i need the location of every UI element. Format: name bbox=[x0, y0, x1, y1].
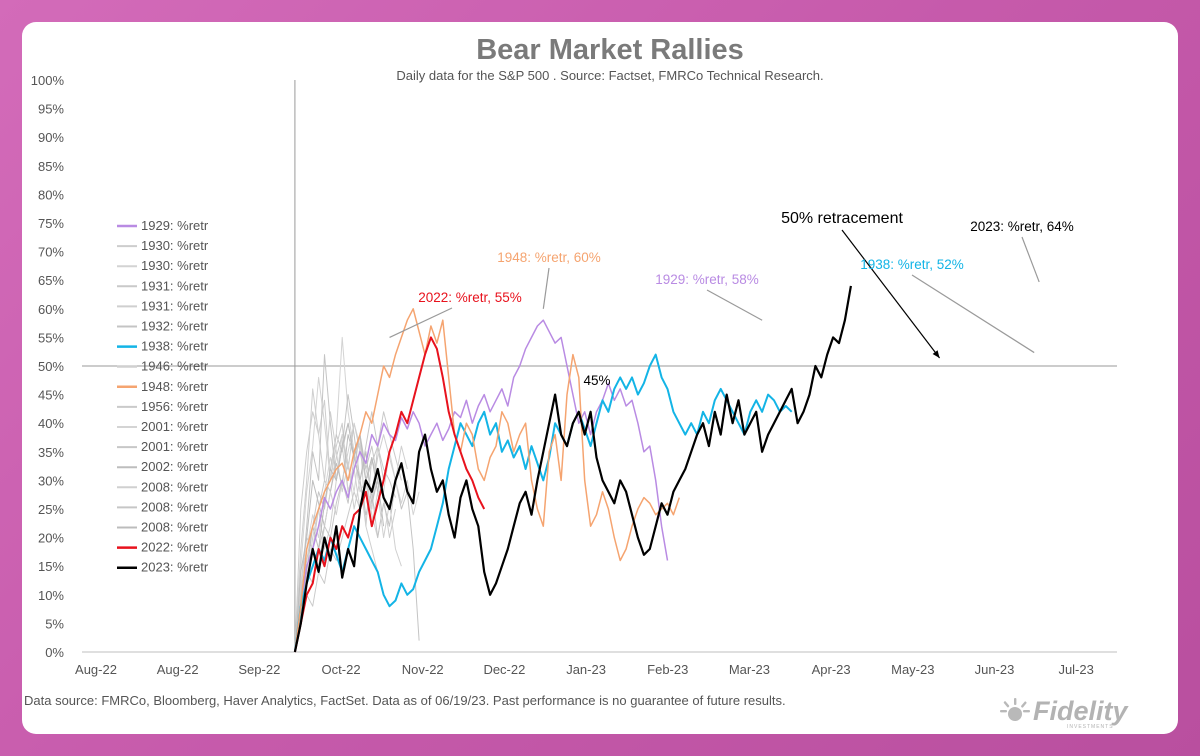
y-tick-label: 45% bbox=[38, 388, 64, 403]
series-line-7 bbox=[294, 445, 402, 653]
chart-canvas: Bear Market Rallies Daily data for the S… bbox=[24, 34, 1117, 708]
legend-label: 1929: %retr bbox=[141, 218, 209, 233]
annotation-2023-peak: 45% bbox=[583, 373, 610, 388]
y-tick-label: 10% bbox=[38, 588, 64, 603]
annotation-2022: 2022: %retr, 55% bbox=[418, 290, 522, 305]
legend-label: 1946: %retr bbox=[141, 359, 209, 374]
fidelity-sunburst-icon bbox=[1000, 698, 1030, 721]
series-line-11 bbox=[294, 411, 385, 653]
series-line-8 bbox=[294, 308, 681, 653]
x-tick-label: May-23 bbox=[891, 662, 934, 677]
annotation-2023-leader bbox=[1021, 236, 1040, 283]
y-tick-label: 65% bbox=[38, 273, 64, 288]
y-tick-label: 60% bbox=[38, 302, 64, 317]
legend-label: 1930: %retr bbox=[141, 238, 209, 253]
series-line-5 bbox=[294, 354, 420, 653]
legend-label: 1938: %retr bbox=[141, 339, 209, 354]
series-line-12 bbox=[294, 434, 385, 653]
x-tick-label: Aug-22 bbox=[75, 662, 117, 677]
legend-label: 2022: %retr bbox=[141, 540, 209, 555]
x-tick-label: Nov-22 bbox=[402, 662, 444, 677]
x-tick-label: Aug-22 bbox=[157, 662, 199, 677]
fidelity-logo: Fidelity INVESTMENTS bbox=[997, 694, 1167, 730]
series-line-17 bbox=[293, 285, 852, 653]
x-tick-label: Dec-22 bbox=[483, 662, 525, 677]
annotation-1938: 1938: %retr, 52% bbox=[860, 257, 964, 272]
legend-label: 2023: %retr bbox=[141, 560, 209, 575]
x-tick-label: Sep-22 bbox=[238, 662, 280, 677]
fidelity-logo-subtext: INVESTMENTS bbox=[1067, 724, 1114, 730]
series-line-6 bbox=[293, 353, 793, 653]
legend-label: 2008: %retr bbox=[141, 499, 209, 514]
x-tick-label: Jun-23 bbox=[975, 662, 1015, 677]
legend-label: 2001: %retr bbox=[141, 419, 209, 434]
legend-label: 2002: %retr bbox=[141, 459, 209, 474]
y-tick-label: 70% bbox=[38, 245, 64, 260]
y-tick-label: 0% bbox=[45, 645, 64, 660]
x-tick-label: Oct-22 bbox=[322, 662, 361, 677]
x-tick-label: Apr-23 bbox=[812, 662, 851, 677]
legend-label: 1956: %retr bbox=[141, 399, 209, 414]
chart-title: Bear Market Rallies bbox=[476, 34, 744, 66]
annotation-1929: 1929: %retr, 58% bbox=[655, 272, 759, 287]
series-line-4 bbox=[294, 388, 379, 653]
legend-label: 1931: %retr bbox=[141, 278, 209, 293]
chart-subtitle: Daily data for the S&P 500 . Source: Fac… bbox=[396, 68, 823, 83]
legend-label: 1948: %retr bbox=[141, 379, 209, 394]
legend-label: 1932: %retr bbox=[141, 319, 209, 334]
annotation-1948: 1948: %retr, 60% bbox=[497, 250, 601, 265]
legend-label: 1930: %retr bbox=[141, 258, 209, 273]
y-tick-label: 75% bbox=[38, 216, 64, 231]
legend-label: 1931: %retr bbox=[141, 298, 209, 313]
x-tick-label: Mar-23 bbox=[729, 662, 770, 677]
x-tick-label: Jan-23 bbox=[566, 662, 606, 677]
y-tick-label: 15% bbox=[38, 559, 64, 574]
y-tick-label: 95% bbox=[38, 102, 64, 117]
y-tick-label: 80% bbox=[38, 187, 64, 202]
y-tick-label: 90% bbox=[38, 130, 64, 145]
series-line-16 bbox=[293, 336, 486, 653]
y-tick-label: 25% bbox=[38, 502, 64, 517]
legend-label: 2001: %retr bbox=[141, 439, 209, 454]
annotation-1929-leader bbox=[706, 289, 763, 321]
y-tick-label: 35% bbox=[38, 445, 64, 460]
annotation-1948-leader bbox=[542, 267, 550, 309]
chart-footer: Data source: FMRCo, Bloomberg, Haver Ana… bbox=[24, 693, 786, 708]
annotation-2022-leader bbox=[389, 307, 453, 338]
annotation-50-retracement: 50% retracement bbox=[781, 210, 903, 227]
y-tick-label: 100% bbox=[31, 73, 65, 88]
series-line-15 bbox=[294, 422, 379, 653]
fidelity-logo-mark: Fidelity INVESTMENTS bbox=[1000, 696, 1129, 730]
fidelity-logo-text: Fidelity bbox=[1033, 696, 1129, 726]
y-tick-label: 55% bbox=[38, 330, 64, 345]
x-tick-label: Feb-23 bbox=[647, 662, 688, 677]
y-tick-label: 85% bbox=[38, 159, 64, 174]
y-tick-label: 20% bbox=[38, 531, 64, 546]
legend-label: 2008: %retr bbox=[141, 479, 209, 494]
annotation-50-retracement-arrow bbox=[841, 229, 941, 359]
y-tick-label: 5% bbox=[45, 616, 64, 631]
x-tick-label: Jul-23 bbox=[1058, 662, 1093, 677]
annotation-2023: 2023: %retr, 64% bbox=[970, 219, 1074, 234]
annotation-1938-leader bbox=[911, 274, 1035, 354]
chart-card: Bear Market Rallies Daily data for the S… bbox=[22, 22, 1178, 734]
legend-label: 2008: %retr bbox=[141, 520, 209, 535]
series-line-0 bbox=[294, 319, 669, 653]
annotation-50-retracement-arrow-arrowhead bbox=[932, 350, 940, 358]
y-tick-label: 50% bbox=[38, 359, 64, 374]
y-tick-label: 40% bbox=[38, 416, 64, 431]
y-tick-label: 30% bbox=[38, 473, 64, 488]
